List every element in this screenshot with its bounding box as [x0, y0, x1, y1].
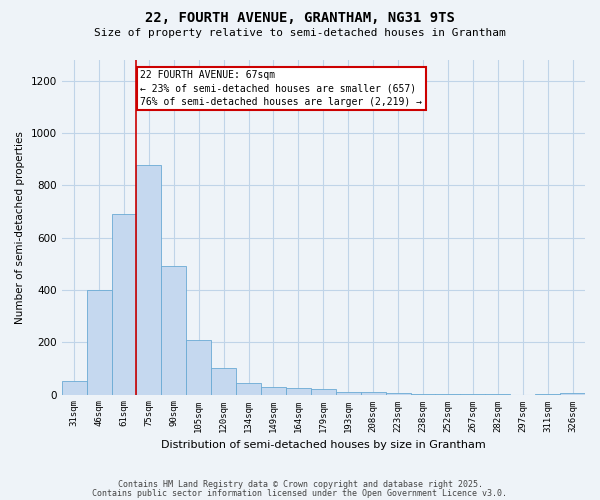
X-axis label: Distribution of semi-detached houses by size in Grantham: Distribution of semi-detached houses by … [161, 440, 486, 450]
Text: 22, FOURTH AVENUE, GRANTHAM, NG31 9TS: 22, FOURTH AVENUE, GRANTHAM, NG31 9TS [145, 11, 455, 25]
Text: Contains HM Land Registry data © Crown copyright and database right 2025.: Contains HM Land Registry data © Crown c… [118, 480, 482, 489]
Bar [112, 214, 136, 394]
Y-axis label: Number of semi-detached properties: Number of semi-detached properties [15, 131, 25, 324]
Bar [261, 386, 286, 394]
Bar [336, 392, 361, 394]
Bar [311, 390, 336, 394]
Bar [560, 393, 585, 394]
Bar [286, 388, 311, 394]
Text: Contains public sector information licensed under the Open Government Licence v3: Contains public sector information licen… [92, 489, 508, 498]
Bar [186, 340, 211, 394]
Bar [361, 392, 386, 394]
Bar [62, 382, 86, 394]
Bar [136, 164, 161, 394]
Bar [86, 290, 112, 395]
Bar [236, 383, 261, 394]
Text: 22 FOURTH AVENUE: 67sqm
← 23% of semi-detached houses are smaller (657)
76% of s: 22 FOURTH AVENUE: 67sqm ← 23% of semi-de… [140, 70, 422, 107]
Bar [161, 266, 186, 394]
Text: Size of property relative to semi-detached houses in Grantham: Size of property relative to semi-detach… [94, 28, 506, 38]
Bar [211, 368, 236, 394]
Bar [386, 393, 410, 394]
